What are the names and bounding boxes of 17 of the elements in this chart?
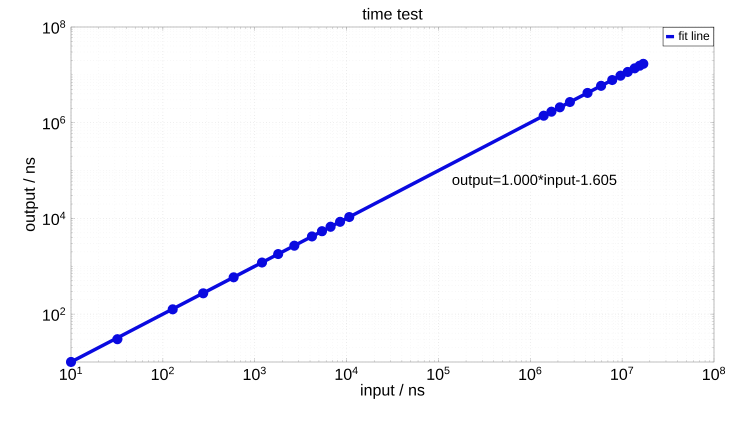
y-tick-label: 10$^{6}$: [43, 116, 66, 130]
y-axis-title: output / ns: [23, 158, 38, 232]
annotation: output=1.000*input-1.605: [452, 174, 616, 188]
chart-title: time test: [362, 8, 423, 20]
y-tick-label: 10$^{2}$: [43, 307, 66, 321]
x-tick-label: 10$^{4}$: [336, 366, 358, 380]
x-tick-label: 10$^{3}$: [244, 366, 266, 380]
x-axis-title: input / ns: [361, 384, 424, 399]
x-tick-label: 10$^{6}$: [519, 366, 542, 380]
x-tick-label: 10$^{7}$: [611, 366, 634, 380]
x-tick-label: 10$^{5}$: [427, 366, 450, 380]
x-tick-label: 10$^{1}$: [60, 366, 82, 380]
text: fit line: [678, 31, 710, 40]
y-tick-label: 10$^{8}$: [43, 20, 66, 34]
x-tick-label: 10$^{2}$: [152, 366, 174, 380]
y-tick-label: 10$^{4}$: [43, 212, 66, 226]
x-tick-label: 10$^{8}$: [703, 366, 726, 380]
